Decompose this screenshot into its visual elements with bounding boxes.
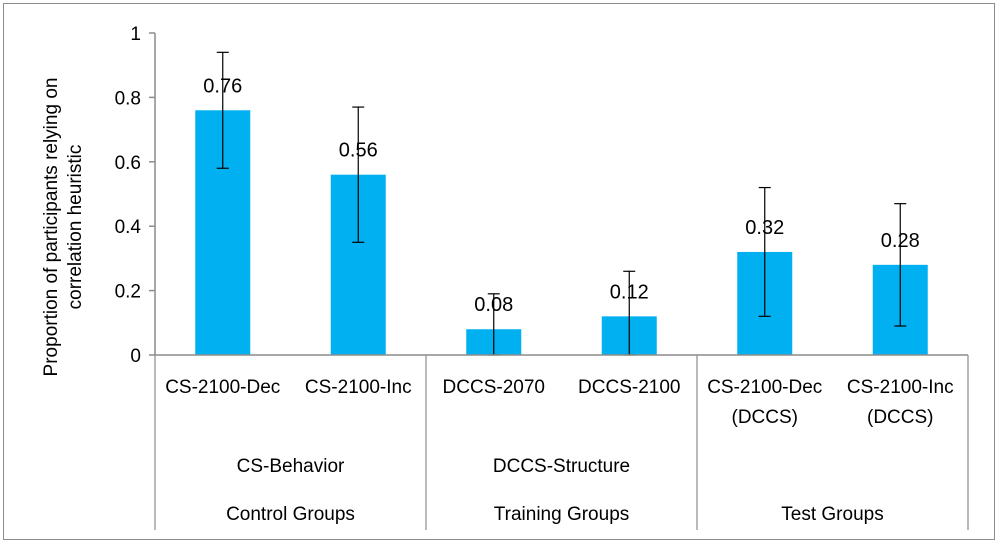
x-subgroup-label: DCCS-Structure: [493, 456, 630, 477]
x-category-label: (DCCS): [732, 407, 799, 428]
x-axis: CS-2100-Dec CS-2100-Inc DCCS-2070 DCCS-2100…: [154, 354, 969, 530]
bars: [195, 110, 928, 355]
y-tick-label: 1: [130, 24, 141, 45]
y-tick-label: 0.8: [115, 88, 141, 109]
x-category-label: CS-2100-Inc: [305, 377, 412, 398]
data-label: 0.28: [881, 230, 920, 252]
x-group-label: Training Groups: [494, 504, 630, 525]
data-label: 0.08: [474, 294, 513, 316]
x-subgroup-label: CS-Behavior: [237, 456, 345, 477]
x-category-label: CS-2100-Inc: [847, 377, 954, 398]
y-axis: 0 0.2 0.4 0.6 0.8 1: [115, 24, 156, 367]
y-axis-title: Proportion of participants relying on co…: [41, 78, 86, 377]
y-tick-label: 0.4: [115, 217, 142, 238]
data-label: 0.76: [203, 75, 242, 97]
data-labels: 0.76 0.56 0.08 0.12 0.32 0.28: [203, 75, 919, 316]
data-label: 0.56: [339, 140, 378, 162]
data-label: 0.32: [745, 217, 784, 239]
x-category-label: DCCS-2070: [443, 377, 545, 398]
y-axis-title-line-2: correlation heuristic: [65, 145, 86, 310]
x-group-label: Test Groups: [781, 504, 883, 525]
x-category-label: DCCS-2100: [578, 377, 680, 398]
y-tick-label: 0.6: [115, 153, 141, 174]
y-tick-label: 0.2: [115, 282, 141, 303]
x-category-label: CS-2100-Dec: [707, 377, 822, 398]
x-category-label: CS-2100-Dec: [165, 377, 280, 398]
error-bars: [216, 51, 907, 356]
x-category-label: (DCCS): [867, 407, 934, 428]
data-label: 0.12: [610, 281, 649, 303]
chart-frame: [3, 3, 995, 540]
y-tick-label: 0: [130, 346, 141, 367]
y-axis-title-line-1: Proportion of participants relying on: [41, 78, 62, 377]
x-group-label: Control Groups: [226, 504, 355, 525]
